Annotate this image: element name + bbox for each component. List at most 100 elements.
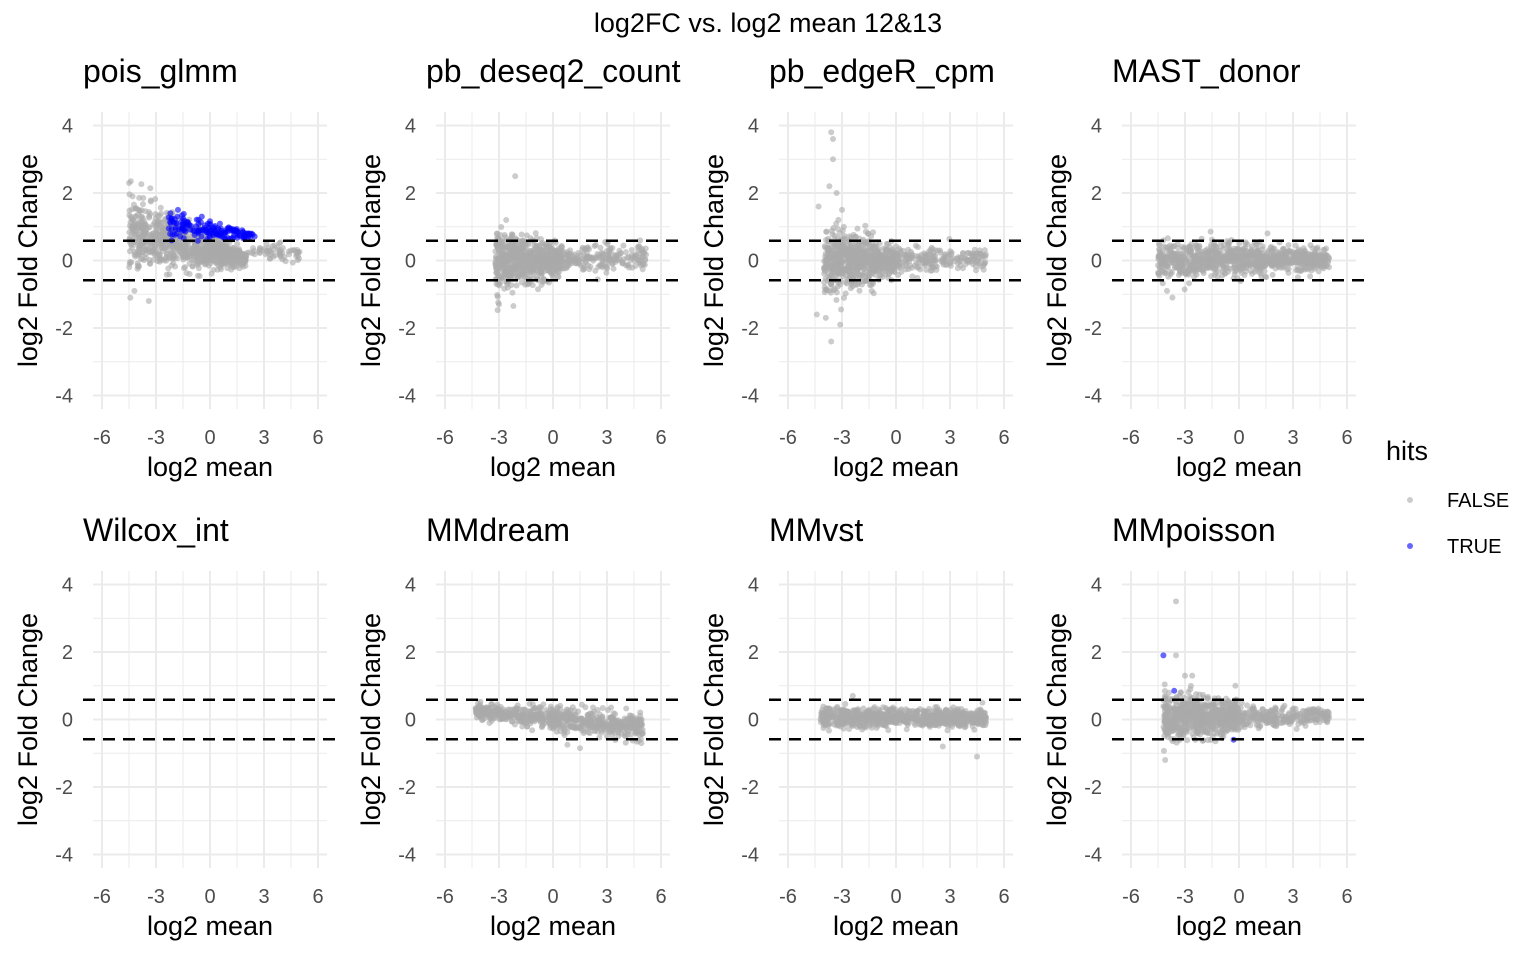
data-point <box>1285 242 1292 249</box>
data-point <box>538 711 545 718</box>
y-tick-label: 4 <box>405 116 416 138</box>
data-point <box>1264 249 1271 256</box>
data-point <box>894 251 901 258</box>
data-point <box>613 256 620 263</box>
y-tick-label: 2 <box>748 642 759 664</box>
data-point <box>1307 273 1314 280</box>
y-tick-label: -2 <box>741 777 759 799</box>
data-point <box>511 721 518 728</box>
y-tick-label: 4 <box>1091 116 1102 138</box>
data-point <box>492 260 499 267</box>
data-point <box>242 262 249 269</box>
data-point <box>504 281 511 288</box>
data-point <box>525 241 532 248</box>
x-tick-label: 0 <box>890 886 901 908</box>
y-tick-label: -4 <box>398 386 416 408</box>
x-tick-label: 6 <box>312 886 323 908</box>
data-point <box>181 265 188 272</box>
data-point <box>610 265 617 272</box>
data-point <box>250 245 257 252</box>
hit-point <box>194 237 201 244</box>
data-point <box>561 265 568 272</box>
data-point <box>839 270 846 277</box>
x-tick-label: 6 <box>655 886 666 908</box>
data-point <box>564 741 571 748</box>
data-point <box>132 205 139 212</box>
data-point <box>930 252 937 259</box>
data-point <box>564 252 571 259</box>
x-tick-label: -3 <box>833 886 851 908</box>
y-tick-label: 4 <box>405 575 416 597</box>
data-point <box>237 255 244 262</box>
data-point <box>1163 253 1170 260</box>
data-point <box>963 257 970 264</box>
data-point <box>220 252 227 259</box>
data-point <box>557 721 564 728</box>
data-point <box>1225 242 1232 249</box>
data-point <box>929 246 936 253</box>
data-point <box>518 251 525 258</box>
data-point <box>833 289 840 296</box>
y-tick-label: 4 <box>62 116 73 138</box>
data-point <box>856 287 863 294</box>
hit-point <box>217 232 224 239</box>
data-point <box>497 715 504 722</box>
data-point <box>126 248 133 255</box>
y-tick-label: 2 <box>62 642 73 664</box>
data-point <box>914 244 921 251</box>
hit-point <box>178 227 185 234</box>
data-point <box>606 714 613 721</box>
data-point <box>1326 264 1332 271</box>
data-point <box>1280 264 1287 271</box>
x-tick-label: 3 <box>258 427 269 449</box>
x-tick-label: -3 <box>490 886 508 908</box>
data-point <box>875 258 882 265</box>
y-tick-label: 0 <box>748 710 759 732</box>
data-point <box>138 242 145 249</box>
data-point <box>528 713 535 720</box>
data-point <box>233 263 240 270</box>
data-point <box>826 183 833 190</box>
data-point <box>828 129 835 136</box>
data-point <box>610 710 617 717</box>
data-point <box>904 256 911 263</box>
data-point <box>917 266 924 273</box>
data-point <box>586 719 593 726</box>
data-point <box>540 701 547 708</box>
hit-point <box>180 210 187 217</box>
y-tick-label: -2 <box>398 318 416 340</box>
data-point <box>637 736 644 743</box>
data-point <box>592 267 599 274</box>
data-point <box>868 288 875 295</box>
data-point <box>1207 256 1214 263</box>
x-tick-label: -6 <box>93 427 111 449</box>
data-point <box>628 246 635 253</box>
data-point <box>529 701 536 708</box>
data-point <box>130 228 137 235</box>
x-tick-label: -3 <box>833 427 851 449</box>
data-point <box>823 228 830 235</box>
data-point <box>815 203 822 210</box>
data-point <box>1248 268 1255 275</box>
data-point <box>509 289 516 296</box>
data-point <box>158 244 165 251</box>
data-point <box>916 255 923 262</box>
data-point <box>529 282 536 289</box>
hit-point <box>248 230 255 237</box>
x-tick-label: 3 <box>601 886 612 908</box>
data-point <box>256 244 263 251</box>
panel-title: pois_glmm <box>83 53 238 89</box>
y-tick-label: 0 <box>62 710 73 732</box>
y-tick-label: 2 <box>62 183 73 205</box>
data-point <box>1308 253 1315 260</box>
data-point <box>288 247 294 254</box>
data-point <box>136 194 143 201</box>
data-point <box>535 249 542 256</box>
data-point <box>847 244 854 251</box>
data-point <box>1263 257 1270 264</box>
data-point <box>1256 250 1263 257</box>
data-point <box>640 261 647 268</box>
x-axis-title: log2 mean <box>833 911 959 941</box>
data-point <box>1166 247 1173 254</box>
